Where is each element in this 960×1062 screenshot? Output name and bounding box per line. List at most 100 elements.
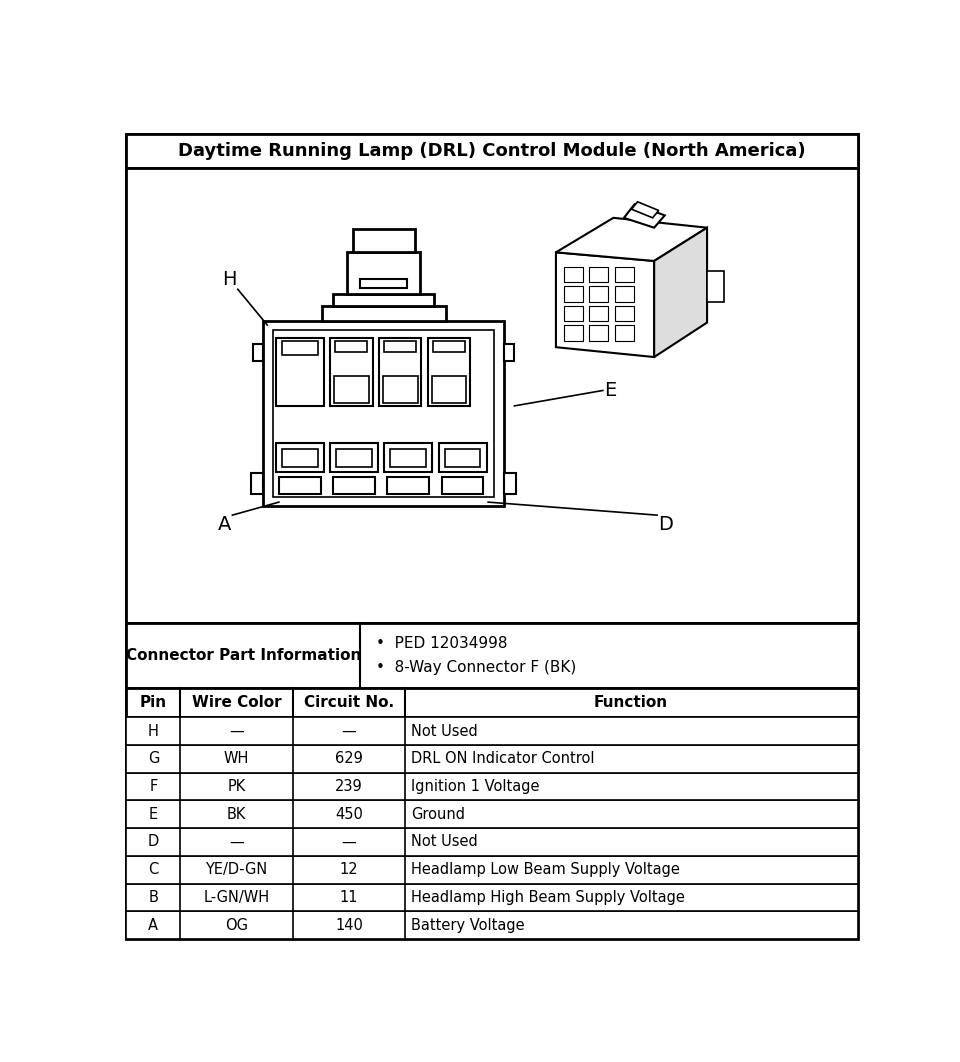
- Bar: [322, 306, 445, 321]
- Polygon shape: [632, 202, 659, 218]
- Text: Not Used: Not Used: [412, 723, 478, 738]
- Bar: [330, 443, 378, 473]
- Text: F: F: [149, 780, 157, 794]
- Text: Function: Function: [593, 696, 668, 710]
- Bar: [589, 286, 609, 302]
- Bar: [564, 325, 583, 341]
- Circle shape: [375, 410, 392, 425]
- Bar: [564, 306, 583, 321]
- Text: •  PED 12034998: • PED 12034998: [375, 636, 507, 651]
- Bar: [614, 267, 634, 282]
- Bar: [252, 344, 263, 361]
- Bar: [391, 449, 426, 467]
- Text: H: H: [222, 271, 236, 289]
- Circle shape: [445, 410, 461, 425]
- Text: YE/D-GN: YE/D-GN: [205, 862, 268, 877]
- Text: G: G: [148, 751, 159, 767]
- Text: —: —: [229, 835, 244, 850]
- Text: Not Used: Not Used: [412, 835, 478, 850]
- Bar: [330, 338, 372, 406]
- Bar: [126, 884, 858, 911]
- Bar: [352, 228, 415, 252]
- Bar: [614, 306, 634, 321]
- Text: Daytime Running Lamp (DRL) Control Module (North America): Daytime Running Lamp (DRL) Control Modul…: [179, 142, 805, 160]
- Text: D: D: [659, 515, 674, 534]
- Bar: [126, 856, 858, 884]
- Bar: [427, 338, 470, 406]
- Text: 629: 629: [335, 751, 363, 767]
- Text: DRL ON Indicator Control: DRL ON Indicator Control: [412, 751, 595, 767]
- Bar: [126, 688, 858, 717]
- Polygon shape: [624, 204, 664, 227]
- Bar: [504, 344, 515, 361]
- Text: Pin: Pin: [140, 696, 167, 710]
- Bar: [708, 271, 724, 302]
- Bar: [126, 168, 858, 622]
- Bar: [439, 443, 487, 473]
- Bar: [126, 744, 858, 773]
- Text: •  8-Way Connector F (BK): • 8-Way Connector F (BK): [375, 660, 576, 674]
- Bar: [589, 306, 609, 321]
- Bar: [126, 828, 858, 856]
- Bar: [282, 341, 318, 355]
- Text: 450: 450: [335, 807, 363, 822]
- Text: 140: 140: [335, 918, 363, 932]
- Bar: [388, 477, 429, 494]
- Text: Ignition 1 Voltage: Ignition 1 Voltage: [412, 780, 540, 794]
- Text: 12: 12: [340, 862, 358, 877]
- Text: E: E: [149, 807, 157, 822]
- Text: OG: OG: [226, 918, 248, 932]
- Bar: [614, 325, 634, 341]
- Bar: [273, 330, 494, 497]
- Text: L-GN/WH: L-GN/WH: [204, 890, 270, 905]
- Text: Battery Voltage: Battery Voltage: [412, 918, 525, 932]
- Bar: [444, 449, 480, 467]
- Text: A: A: [149, 918, 158, 932]
- Bar: [126, 773, 858, 801]
- Bar: [333, 294, 434, 306]
- Text: 11: 11: [340, 890, 358, 905]
- Bar: [432, 376, 467, 402]
- Text: H: H: [148, 723, 158, 738]
- Text: C: C: [148, 862, 158, 877]
- Bar: [347, 252, 420, 294]
- Text: Wire Color: Wire Color: [192, 696, 281, 710]
- Bar: [379, 338, 421, 406]
- Bar: [564, 267, 583, 282]
- Text: WH: WH: [224, 751, 250, 767]
- Text: Connector Part Information: Connector Part Information: [126, 648, 361, 663]
- Bar: [589, 267, 609, 282]
- Text: —: —: [342, 723, 356, 738]
- Polygon shape: [556, 218, 708, 261]
- Text: Headlamp High Beam Supply Voltage: Headlamp High Beam Supply Voltage: [412, 890, 685, 905]
- Bar: [333, 477, 375, 494]
- Bar: [614, 286, 634, 302]
- Bar: [263, 321, 504, 506]
- Bar: [384, 341, 416, 352]
- Bar: [336, 449, 372, 467]
- Text: Ground: Ground: [412, 807, 466, 822]
- Text: B: B: [149, 890, 158, 905]
- Circle shape: [306, 410, 322, 425]
- Bar: [126, 911, 858, 939]
- Text: —: —: [229, 723, 244, 738]
- Bar: [278, 477, 321, 494]
- Text: BK: BK: [227, 807, 247, 822]
- Bar: [334, 376, 369, 402]
- Polygon shape: [556, 253, 654, 357]
- Bar: [384, 443, 432, 473]
- Text: D: D: [148, 835, 159, 850]
- Text: PK: PK: [228, 780, 246, 794]
- Bar: [282, 449, 318, 467]
- Bar: [276, 443, 324, 473]
- Bar: [442, 477, 484, 494]
- Bar: [504, 473, 516, 495]
- Bar: [433, 341, 465, 352]
- Polygon shape: [654, 227, 708, 357]
- Bar: [589, 325, 609, 341]
- Bar: [383, 376, 418, 402]
- Bar: [126, 801, 858, 828]
- Bar: [335, 341, 368, 352]
- Bar: [126, 134, 858, 168]
- Text: Circuit No.: Circuit No.: [304, 696, 394, 710]
